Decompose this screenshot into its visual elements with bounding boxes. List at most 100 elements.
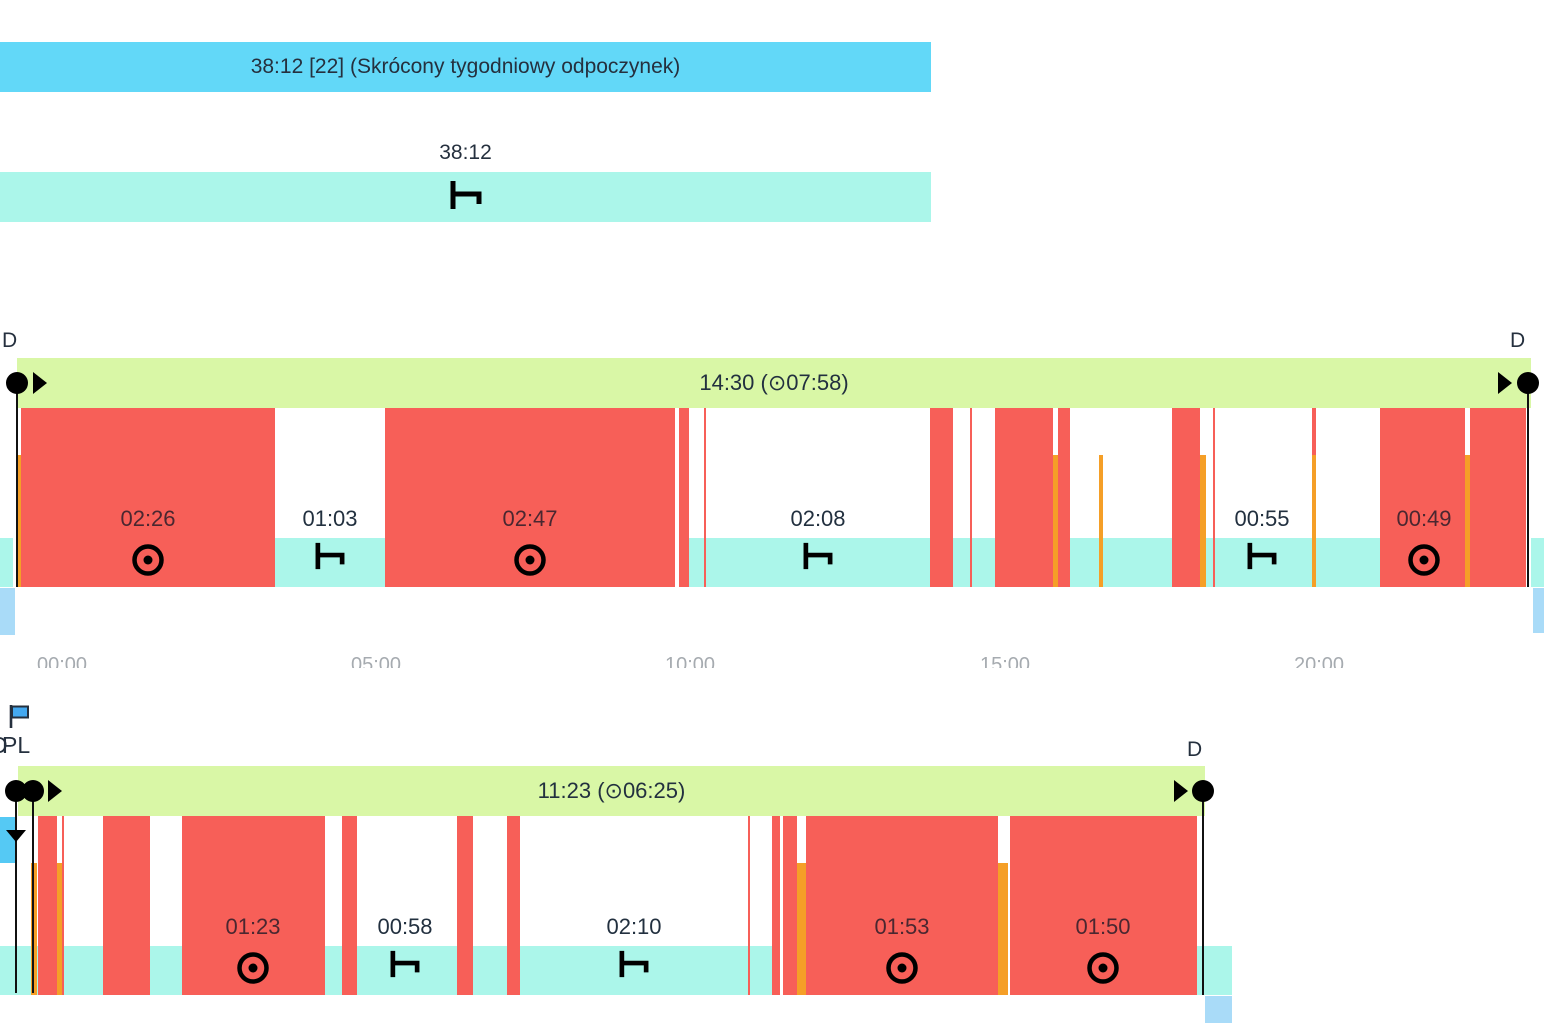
day1-start-marker-dot[interactable]	[6, 372, 28, 394]
event-line-orange[interactable]	[1053, 455, 1058, 587]
rest-band-segment[interactable]	[689, 538, 930, 587]
day2-end-marker-line	[1202, 791, 1204, 995]
event-line-orange[interactable]	[1099, 455, 1103, 587]
day2-activity-row: 01:23 00:58 02:10 01:53 01:50	[0, 816, 1544, 995]
weekly-rest-banner[interactable]: 38:12 [22] (Skrócony tygodniowy odpoczyn…	[0, 42, 931, 92]
day1-summary-label: 14:30 (⊙07:58)	[699, 370, 849, 395]
event-line-red[interactable]	[1312, 408, 1316, 455]
rest-band-segment[interactable]	[325, 946, 342, 995]
day1-activity-row: 02:26 01:03 02:47 02:08 00:55 00:49	[0, 408, 1544, 587]
day2-start-marker-dot[interactable]	[5, 780, 27, 802]
block-duration-label: 02:08	[790, 506, 846, 531]
activity-segment-driving[interactable]	[1172, 408, 1200, 587]
day1-start-marker-line	[16, 383, 18, 587]
day1-start-label: D	[2, 329, 18, 352]
activity-segment-driving[interactable]	[342, 816, 357, 995]
event-line-red[interactable]	[970, 408, 972, 587]
activity-segment-driving[interactable]	[1058, 408, 1070, 587]
rest-band-segment[interactable]	[1206, 538, 1312, 587]
activity-segment-driving[interactable]	[995, 408, 1053, 587]
event-line-orange[interactable]	[998, 863, 1008, 995]
rest-band-segment[interactable]	[473, 946, 507, 995]
activity-segment-driving[interactable]	[772, 816, 780, 995]
bed-icon	[383, 950, 427, 978]
day2-start-marker-dot2[interactable]	[22, 780, 44, 802]
axis-tick: 05:00	[350, 654, 402, 668]
event-line-red[interactable]	[1213, 408, 1215, 587]
day1-end-marker-line	[1527, 383, 1529, 587]
activity-segment-driving[interactable]	[103, 816, 150, 995]
block-duration-label: 02:10	[606, 914, 662, 939]
activity-segment-driving[interactable]	[930, 408, 953, 587]
rest-band-segment[interactable]	[750, 946, 772, 995]
event-line-red[interactable]	[748, 816, 750, 995]
event-line-orange[interactable]	[797, 863, 806, 995]
rest-band-segment[interactable]	[150, 946, 182, 995]
event-line-red[interactable]	[704, 408, 706, 587]
block-duration-label: 02:47	[502, 506, 558, 531]
bed-icon	[796, 542, 840, 570]
drive-icon	[231, 950, 275, 986]
event-line-orange[interactable]	[17, 455, 21, 587]
edge-block	[0, 588, 15, 635]
drive-icon	[1402, 542, 1446, 578]
weekly-rest-bar[interactable]	[0, 172, 931, 222]
axis-tick: 10:00	[664, 654, 716, 668]
day2-start-marker-line2	[32, 791, 34, 993]
bed-icon	[447, 180, 485, 215]
event-line-red[interactable]	[62, 816, 64, 995]
day1-summary-bar[interactable]: 14:30 (⊙07:58)	[17, 358, 1531, 408]
bed-icon	[612, 950, 656, 978]
rest-band-segment[interactable]	[953, 538, 995, 587]
event-line-orange[interactable]	[1200, 455, 1206, 587]
rest-band-segment[interactable]	[0, 538, 13, 587]
rest-band-segment[interactable]	[357, 946, 457, 995]
weekly-rest-banner-label: 38:12 [22] (Skrócony tygodniowy odpoczyn…	[250, 55, 681, 78]
rest-band-segment[interactable]	[1531, 538, 1544, 587]
block-duration-label: 01:03	[302, 506, 358, 531]
event-line-orange[interactable]	[1465, 455, 1470, 587]
time-axis: 00:00 05:00 10:00 15:00 20:00	[0, 653, 1544, 668]
axis-tick: 20:00	[1293, 654, 1345, 668]
event-line-orange[interactable]	[57, 863, 62, 995]
note-arrow-icon[interactable]	[6, 830, 26, 842]
bed-icon	[1240, 542, 1284, 570]
day2-summary-bar[interactable]: 11:23 (⊙06:25)	[18, 766, 1205, 816]
activity-segment-driving[interactable]	[457, 816, 473, 995]
day2-start-marker-line	[15, 791, 17, 993]
day2-end-label: D	[1187, 738, 1203, 761]
activity-segment-driving[interactable]	[38, 816, 57, 995]
rest-band-segment[interactable]	[1316, 538, 1380, 587]
activity-segment-driving[interactable]	[1470, 408, 1526, 587]
day1-end-label: D	[1510, 329, 1526, 352]
activity-segment-driving[interactable]	[507, 816, 520, 995]
day2-end-marker-dot[interactable]	[1192, 780, 1214, 802]
day1-end-play-marker-icon[interactable]	[1498, 372, 1512, 394]
day2-summary-label: 11:23 (⊙06:25)	[537, 778, 686, 803]
rest-band-segment[interactable]	[64, 946, 103, 995]
block-duration-label: 01:23	[225, 914, 281, 939]
event-line-orange[interactable]	[31, 863, 37, 995]
block-duration-label: 01:53	[874, 914, 930, 939]
event-line-orange[interactable]	[1312, 455, 1316, 587]
block-duration-label: 00:55	[1234, 506, 1290, 531]
day1-end-marker-dot[interactable]	[1517, 372, 1539, 394]
day2-start-play-marker-icon[interactable]	[48, 780, 62, 802]
day2-end-play-marker-icon[interactable]	[1174, 780, 1188, 802]
rest-band-segment[interactable]	[275, 538, 385, 587]
axis-tick: 00:00	[36, 654, 88, 668]
activity-segment-driving[interactable]	[783, 816, 797, 995]
activity-segment-driving[interactable]	[679, 408, 689, 587]
bed-icon	[308, 542, 352, 570]
drive-icon	[508, 542, 552, 578]
rest-band-segment[interactable]	[520, 946, 748, 995]
drive-icon	[126, 542, 170, 578]
flag-icon[interactable]	[8, 704, 30, 734]
drive-icon	[880, 950, 924, 986]
block-duration-label: 02:26	[120, 506, 176, 531]
day1-start-play-marker-icon[interactable]	[33, 372, 47, 394]
rest-band-segment[interactable]	[1070, 538, 1172, 587]
axis-tick: 15:00	[979, 654, 1031, 668]
block-duration-label: 01:50	[1075, 914, 1131, 939]
